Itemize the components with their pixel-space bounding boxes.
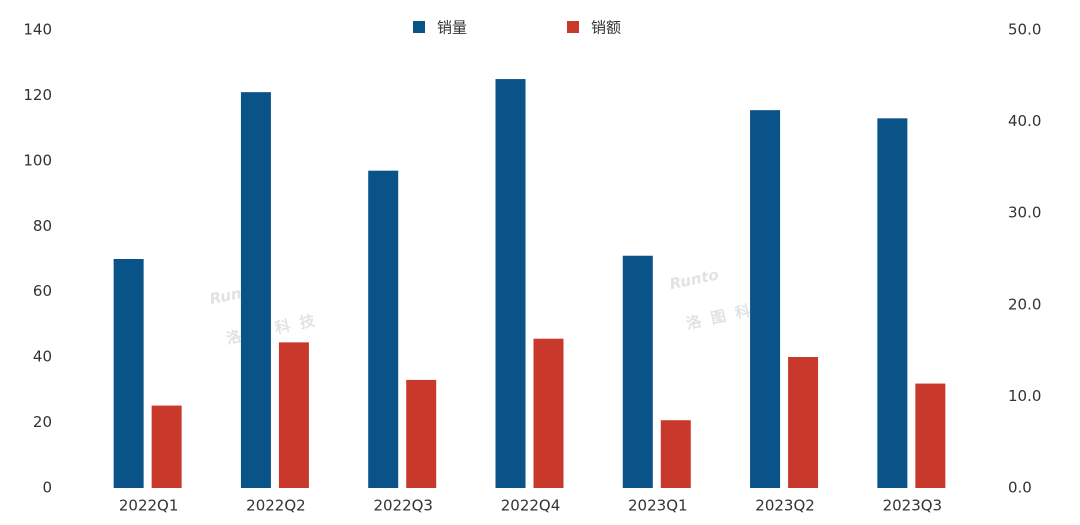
bar <box>151 405 182 488</box>
x-tick-label: 2022Q4 <box>501 497 561 515</box>
y2-tick-label: 30.0 <box>1008 204 1041 222</box>
watermark-name: 洛图科技 <box>225 309 327 347</box>
bar <box>750 110 781 489</box>
y-tick-label: 120 <box>23 86 52 104</box>
legend-swatch <box>567 21 579 33</box>
y-tick-label: 20 <box>33 413 52 431</box>
bar <box>533 338 564 488</box>
bar <box>622 255 653 488</box>
bar <box>915 383 946 488</box>
y-tick-label: 60 <box>33 282 52 300</box>
y-tick-label: 80 <box>33 217 52 235</box>
legend-label: 销额 <box>591 19 621 37</box>
x-tick-label: 2023Q3 <box>883 497 943 515</box>
bar <box>788 357 819 488</box>
y2-tick-label: 20.0 <box>1008 295 1041 313</box>
bar <box>278 342 309 488</box>
y2-tick-label: 10.0 <box>1008 387 1041 405</box>
legend-label: 销量 <box>437 19 467 37</box>
y-tick-label: 100 <box>23 151 52 169</box>
x-tick-label: 2022Q1 <box>119 497 179 515</box>
bar <box>660 420 691 488</box>
y-tick-label: 0 <box>42 479 52 497</box>
bar <box>877 118 908 488</box>
legend-swatch <box>413 21 425 33</box>
y-tick-label: 140 <box>23 21 52 39</box>
x-tick-label: 2023Q2 <box>755 497 815 515</box>
y-tick-label: 40 <box>33 348 52 366</box>
bar <box>406 379 437 488</box>
y2-tick-label: 40.0 <box>1008 112 1041 130</box>
bar <box>368 170 399 488</box>
x-tick-label: 2022Q2 <box>246 497 306 515</box>
watermark-logo: Runto <box>668 265 720 293</box>
bar <box>495 79 526 489</box>
y2-tick-label: 0.0 <box>1008 479 1032 497</box>
bar <box>240 92 271 489</box>
x-tick-label: 2023Q1 <box>628 497 688 515</box>
x-tick-label: 2022Q3 <box>373 497 433 515</box>
y2-tick-label: 50.0 <box>1008 21 1041 39</box>
bar <box>113 259 144 488</box>
